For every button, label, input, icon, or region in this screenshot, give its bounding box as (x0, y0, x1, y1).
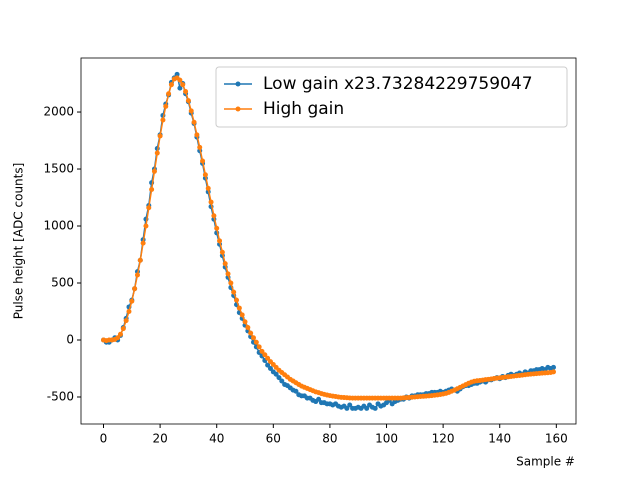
point (194, 132, 200, 138)
point (248, 330, 254, 336)
y-axis-label: Pulse height [ADC counts] (12, 163, 26, 320)
point (259, 348, 265, 354)
point (154, 150, 160, 156)
point (208, 199, 214, 205)
point (168, 82, 174, 88)
point (134, 272, 140, 278)
point (197, 144, 203, 150)
x-tick-label: 140 (488, 432, 511, 446)
point (180, 82, 186, 88)
point (231, 289, 237, 295)
point (160, 117, 166, 123)
point (293, 388, 299, 394)
y-tick-label: -500 (47, 389, 74, 403)
point (177, 77, 183, 83)
point (228, 280, 234, 286)
point (151, 168, 157, 174)
legend-marker (235, 106, 241, 112)
point (344, 405, 350, 411)
x-tick-label: 80 (322, 432, 337, 446)
point (222, 261, 228, 267)
plot-frame (80, 57, 577, 425)
point (115, 335, 121, 341)
point (174, 71, 180, 77)
point (120, 326, 126, 332)
point (146, 205, 152, 211)
point (214, 225, 220, 231)
point (211, 213, 217, 219)
point (265, 362, 271, 368)
x-tick-label: 20 (152, 432, 167, 446)
point (123, 318, 129, 324)
point (239, 312, 245, 318)
point (234, 297, 240, 303)
point (183, 89, 189, 95)
x-tick-label: 0 (100, 432, 108, 446)
point (267, 365, 273, 371)
point (140, 240, 146, 246)
point (157, 133, 163, 139)
point (188, 108, 194, 114)
point (256, 344, 262, 350)
point (219, 249, 225, 255)
y-tick-label: 2000 (43, 105, 74, 119)
point (117, 331, 123, 337)
point (132, 286, 138, 292)
point (137, 257, 143, 263)
point (316, 396, 322, 402)
y-tick-label: 500 (51, 276, 74, 290)
point (200, 158, 206, 164)
point (177, 85, 183, 91)
point (279, 378, 285, 384)
point (253, 339, 259, 345)
y-tick-label: 0 (66, 332, 74, 346)
point (163, 103, 169, 109)
legend-frame (215, 66, 568, 128)
point (242, 319, 248, 325)
legend-label: High gain (263, 99, 344, 119)
point (551, 369, 556, 375)
point (276, 375, 282, 381)
point (191, 119, 197, 125)
point (126, 308, 132, 314)
point (149, 187, 155, 193)
point (129, 298, 135, 304)
point (372, 405, 378, 411)
point (251, 335, 256, 341)
point (225, 271, 231, 277)
point (262, 352, 268, 358)
x-axis-label: Sample # (516, 455, 575, 469)
point (217, 238, 223, 244)
x-tick-label: 60 (266, 432, 281, 446)
x-tick-label: 120 (432, 432, 455, 446)
point (364, 405, 370, 411)
point (347, 402, 353, 408)
x-tick-label: 100 (375, 432, 398, 446)
series (101, 75, 556, 401)
point (205, 185, 211, 191)
point (185, 98, 191, 104)
point (166, 91, 172, 97)
y-tick-label: 1000 (43, 219, 74, 233)
point (273, 371, 279, 377)
y-tick-label: 1500 (43, 162, 74, 176)
point (245, 324, 251, 330)
point (265, 355, 271, 361)
x-tick-label: 40 (209, 432, 224, 446)
x-tick-label: 160 (545, 432, 568, 446)
point (551, 364, 556, 370)
point (202, 172, 208, 178)
legend-marker (235, 81, 241, 87)
legend-label: Low gain x23.73284229759047 (263, 74, 533, 94)
point (143, 223, 149, 229)
point (236, 305, 242, 311)
